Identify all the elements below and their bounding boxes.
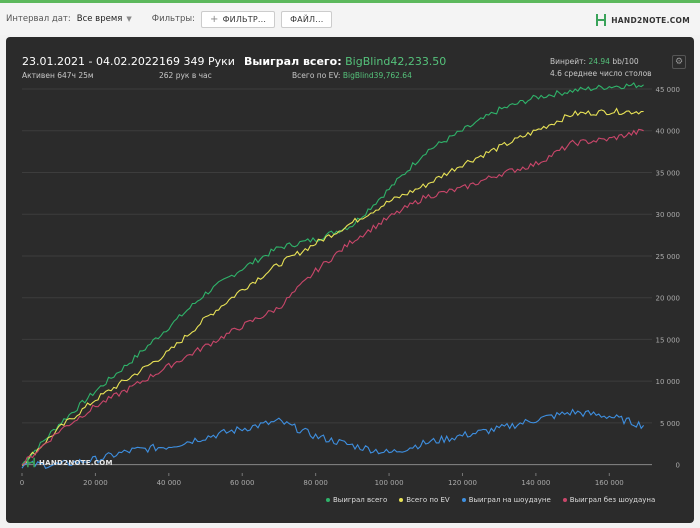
won-label: Выиграл всего: <box>244 55 342 68</box>
x-tick-label: 0 <box>20 479 24 487</box>
files-button[interactable]: ФАЙЛ... <box>281 10 333 28</box>
x-tick-label: 120 000 <box>448 479 477 487</box>
chevron-down-icon: ▼ <box>126 15 132 23</box>
legend-label: Всего по EV <box>406 496 450 504</box>
y-tick-label: 20 000 <box>656 295 681 303</box>
stat-winrate: Винрейт: 24.94 bb/100 4.6 среднее число … <box>550 57 652 78</box>
active-time: Активен 647ч 25м <box>22 71 94 80</box>
winrate-unit: bb/100 <box>612 57 639 66</box>
filters-label: Фильтры: <box>151 14 195 24</box>
y-tick-label: 15 000 <box>656 336 681 344</box>
legend-label: Выиграл на шоудауне <box>468 496 551 504</box>
series-line-ev <box>21 107 644 466</box>
y-tick-label: 40 000 <box>656 128 681 136</box>
date-range: 23.01.2021 - 04.02.2022 <box>22 55 159 68</box>
x-tick-label: 160 000 <box>595 479 624 487</box>
h-logo-icon <box>596 14 607 26</box>
series-line-showdown <box>21 408 645 469</box>
x-tick-label: 20 000 <box>83 479 108 487</box>
files-button-label: ФАЙЛ... <box>290 14 324 24</box>
y-tick-label: 45 000 <box>656 86 681 94</box>
series-line-non_showdown <box>21 128 644 466</box>
plus-icon: + <box>209 13 219 25</box>
stat-won: Выиграл всего: BigBlind42,233.50 Всего п… <box>244 55 446 80</box>
logo-text: HAND2NOTE.COM <box>611 15 690 25</box>
winrate-value: 24.94 <box>588 57 610 66</box>
settings-gear-button[interactable]: ⚙ <box>672 55 686 69</box>
legend-dot <box>326 498 330 502</box>
chart-legend: Выиграл всего Всего по EV Выиграл на шоу… <box>326 496 655 504</box>
date-interval-value: Все время <box>76 14 123 24</box>
watermark-text: HAND2NOTE.COM <box>39 458 113 467</box>
legend-showdown[interactable]: Выиграл на шоудауне <box>461 496 551 504</box>
hands-per-hour: 262 рук в час <box>159 71 212 80</box>
date-interval-select[interactable]: Все время ▼ <box>77 14 132 24</box>
hand2note-logo[interactable]: HAND2NOTE.COM <box>595 13 690 27</box>
toolbar: Интервал дат: Все время ▼ Фильтры: + ФИЛ… <box>0 3 700 35</box>
x-tick-label: 60 000 <box>230 479 255 487</box>
x-tick-label: 40 000 <box>157 479 182 487</box>
stat-hands: 169 349 Руки 262 рук в час <box>159 55 235 80</box>
legend-label: Выиграл всего <box>333 496 388 504</box>
graph-panel: 23.01.2021 - 04.02.2022 Активен 647ч 25м… <box>6 37 694 523</box>
filters-button-label: ФИЛЬТР... <box>222 14 267 24</box>
x-tick-label: 140 000 <box>521 479 550 487</box>
legend-dot <box>461 498 466 502</box>
y-tick-label: 0 <box>676 462 680 470</box>
date-interval-label: Интервал дат: <box>6 14 71 24</box>
legend-non-showdown[interactable]: Выиграл без шоудауна <box>562 496 656 504</box>
series-line-won <box>21 82 644 466</box>
legend-label: Выиграл без шоудауна <box>569 496 656 504</box>
legend-dot <box>562 498 567 502</box>
x-tick-label: 100 000 <box>375 479 404 487</box>
avg-tables: 4.6 среднее число столов <box>550 69 652 78</box>
filters-button[interactable]: + ФИЛЬТР... <box>200 10 276 28</box>
y-tick-label: 5 000 <box>660 420 680 428</box>
hands-count: 169 349 Руки <box>159 55 235 68</box>
y-tick-label: 10 000 <box>656 378 681 386</box>
profit-chart: 0 5 000 10 000 15 000 20 000 25 000 30 000 35 0… <box>20 82 681 487</box>
x-tick-label: 80 000 <box>303 479 328 487</box>
ev-label: Всего по EV: <box>292 71 341 80</box>
h-watermark-icon <box>27 457 35 468</box>
top-accent-line <box>0 0 700 3</box>
legend-ev[interactable]: Всего по EV <box>399 496 450 504</box>
stat-dates: 23.01.2021 - 04.02.2022 Активен 647ч 25м <box>22 55 159 80</box>
legend-dot <box>399 498 404 502</box>
ev-value: BigBlind39,762.64 <box>342 71 412 80</box>
winrate-label: Винрейт: <box>550 57 587 66</box>
chart-watermark: HAND2NOTE.COM <box>26 457 113 468</box>
y-tick-label: 25 000 <box>656 253 681 261</box>
gear-icon: ⚙ <box>674 57 684 67</box>
won-value: BigBlind42,233.50 <box>345 55 447 68</box>
y-tick-label: 35 000 <box>656 169 681 177</box>
legend-won[interactable]: Выиграл всего <box>326 496 387 504</box>
y-tick-label: 30 000 <box>656 211 681 219</box>
